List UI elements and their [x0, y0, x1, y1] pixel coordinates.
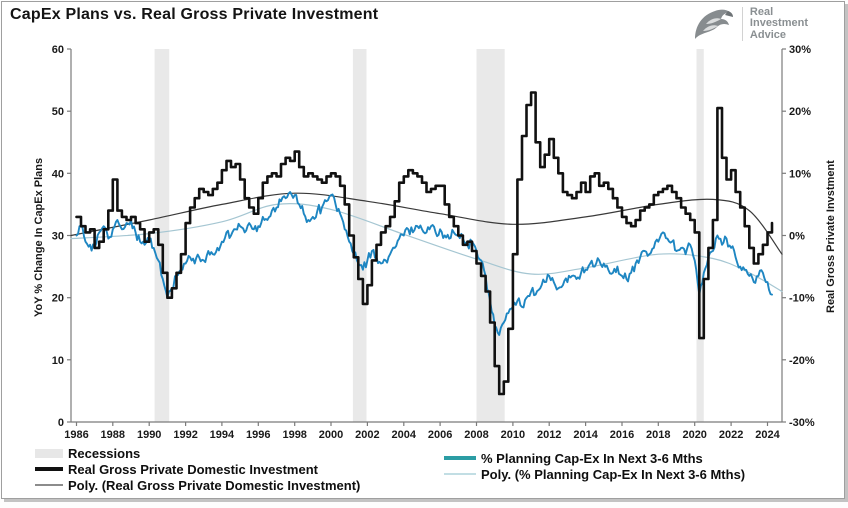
- svg-text:2004: 2004: [392, 429, 417, 441]
- svg-text:10%: 10%: [789, 168, 811, 180]
- logo-text: Real Investment Advice: [741, 5, 808, 42]
- gray-line-swatch: [35, 484, 63, 486]
- legend-item-poly-capex: Poly. (% Planning Cap-Ex In Next 3-6 Mth…: [444, 466, 745, 482]
- svg-text:-20%: -20%: [789, 355, 815, 367]
- svg-text:40: 40: [52, 168, 64, 180]
- y-axis-label-right: Real Gross Private Invstment: [825, 160, 837, 314]
- svg-text:2010: 2010: [501, 429, 525, 441]
- svg-text:2006: 2006: [428, 429, 452, 441]
- logo-line-3: Advice: [749, 28, 786, 41]
- legend-label: % Planning Cap-Ex In Next 3-6 Mths: [481, 450, 703, 466]
- svg-text:1996: 1996: [246, 429, 270, 441]
- svg-text:1990: 1990: [137, 429, 161, 441]
- svg-text:50: 50: [52, 106, 64, 118]
- ria-logo: Real Investment Advice: [689, 4, 808, 44]
- svg-text:-10%: -10%: [789, 293, 815, 305]
- svg-text:2008: 2008: [464, 429, 488, 441]
- svg-text:1992: 1992: [173, 429, 197, 441]
- svg-text:2000: 2000: [319, 429, 343, 441]
- svg-text:0%: 0%: [789, 231, 805, 243]
- chart-figure: CapEx Plans vs. Real Gross Private Inves…: [1, 1, 845, 499]
- black-line-swatch: [35, 467, 63, 471]
- svg-text:0: 0: [58, 417, 64, 429]
- legend-label: Real Gross Private Domestic Investment: [68, 461, 318, 477]
- teal-line-swatch: [444, 456, 476, 460]
- logo-line-2: Investment: [749, 17, 808, 30]
- svg-text:10: 10: [52, 355, 64, 367]
- svg-text:20: 20: [52, 293, 64, 305]
- svg-text:2022: 2022: [719, 429, 743, 441]
- eagle-icon: [694, 9, 733, 39]
- logo-line-1: Real: [749, 5, 774, 18]
- svg-text:2016: 2016: [610, 429, 634, 441]
- svg-text:2002: 2002: [355, 429, 379, 441]
- recession-swatch: [35, 448, 63, 458]
- svg-text:1988: 1988: [101, 429, 125, 441]
- svg-text:30: 30: [52, 231, 64, 243]
- svg-text:2020: 2020: [682, 429, 706, 441]
- svg-text:1998: 1998: [282, 429, 306, 441]
- legend-item-poly-gpdi: Poly. (Real Gross Private Domestic Inves…: [35, 477, 360, 493]
- svg-text:20%: 20%: [789, 106, 811, 118]
- svg-text:2014: 2014: [573, 429, 598, 441]
- legend-right-column: % Planning Cap-Ex In Next 3-6 Mths Poly.…: [444, 450, 745, 482]
- legend-label: Poly. (Real Gross Private Domestic Inves…: [68, 477, 361, 493]
- legend-item-capex-plans: % Planning Cap-Ex In Next 3-6 Mths: [444, 450, 745, 466]
- svg-text:1994: 1994: [210, 429, 235, 441]
- legend-label: Recessions: [68, 445, 141, 461]
- y-axis-label-left: YoY % Change In CapEx Plans: [33, 157, 45, 317]
- svg-text:-30%: -30%: [789, 417, 815, 429]
- svg-text:1986: 1986: [64, 429, 88, 441]
- svg-text:2018: 2018: [646, 429, 670, 441]
- svg-text:30%: 30%: [789, 44, 811, 56]
- page-title: CapEx Plans vs. Real Gross Private Inves…: [10, 6, 379, 23]
- svg-text:2024: 2024: [755, 429, 780, 441]
- svg-text:60: 60: [52, 44, 64, 56]
- legend-label: Poly. (% Planning Cap-Ex In Next 3-6 Mth…: [481, 466, 746, 482]
- legend-item-real-gpdi: Real Gross Private Domestic Investment: [35, 461, 360, 477]
- svg-text:2012: 2012: [537, 429, 561, 441]
- lightblue-line-swatch: [444, 473, 476, 475]
- capex-investment-chart: 0 10 20 30 40 50 60 30% 20% 10% 0% -10% -20% -30% 1986…: [52, 44, 815, 441]
- legend-left-column: Recessions Real Gross Private Domestic I…: [35, 445, 360, 493]
- legend-item-recessions: Recessions: [35, 445, 360, 461]
